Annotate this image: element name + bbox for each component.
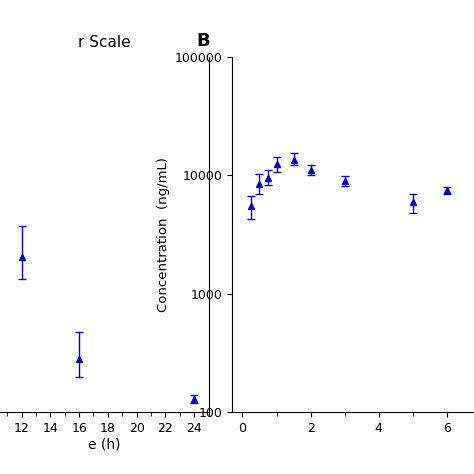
Y-axis label: Concentration  (ng/mL): Concentration (ng/mL)	[157, 157, 171, 312]
Text: B: B	[196, 32, 210, 50]
Text: r Scale: r Scale	[78, 35, 131, 50]
X-axis label: e (h): e (h)	[88, 438, 120, 452]
